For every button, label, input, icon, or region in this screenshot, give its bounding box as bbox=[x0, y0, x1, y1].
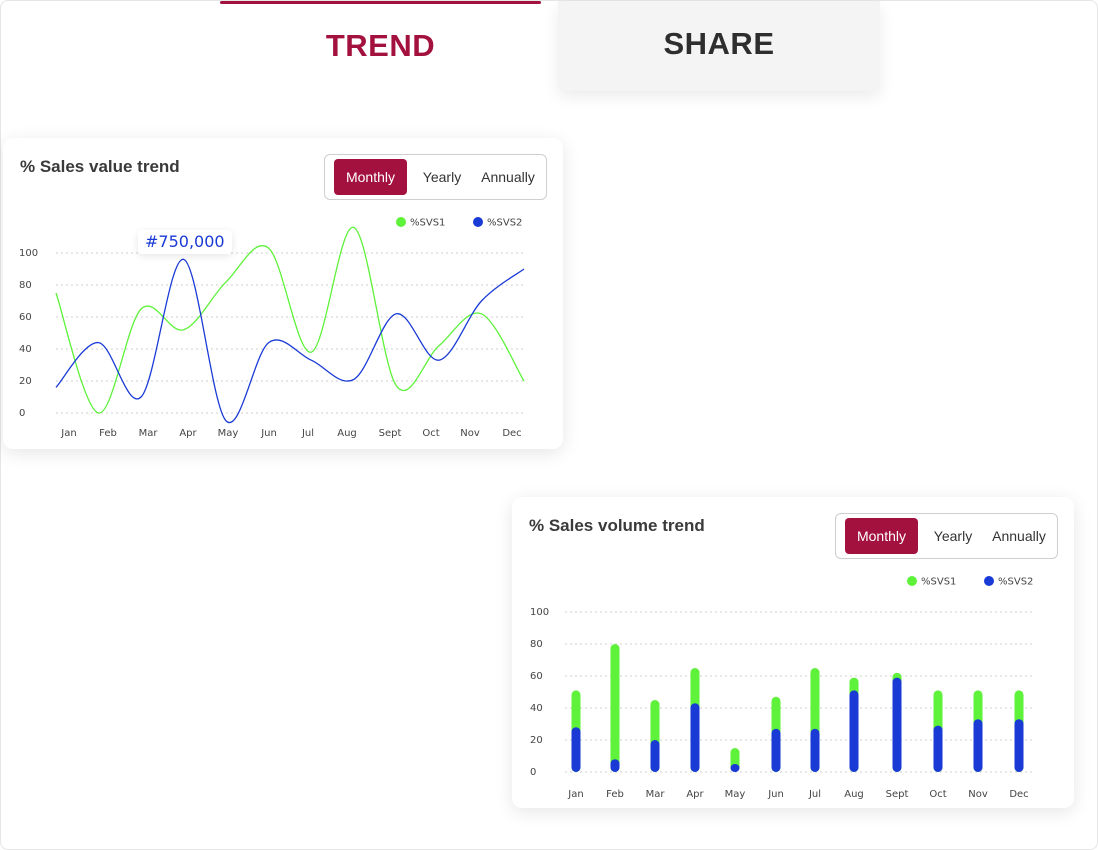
y-tick-label: 80 bbox=[530, 639, 543, 650]
x-tick-label: Sept bbox=[886, 789, 909, 800]
x-tick-label: Jun bbox=[767, 789, 784, 800]
y-tick-label: 80 bbox=[19, 280, 32, 291]
y-tick-label: 0 bbox=[530, 767, 536, 778]
bar-svs2 bbox=[973, 719, 983, 772]
x-tick-label: Jun bbox=[260, 428, 277, 439]
y-tick-label: 60 bbox=[19, 312, 32, 323]
period-toggle: Monthly Yearly Annually bbox=[835, 513, 1058, 559]
legend-label: %SVS1 bbox=[921, 577, 956, 588]
y-tick-label: 0 bbox=[19, 408, 25, 419]
bar-svs2 bbox=[571, 727, 581, 772]
bar-svs2 bbox=[650, 740, 660, 772]
y-tick-label: 20 bbox=[530, 735, 543, 746]
tab-trend[interactable]: TREND bbox=[220, 1, 541, 93]
series-line-svs2 bbox=[55, 258, 525, 424]
yearly-button[interactable]: Yearly bbox=[422, 169, 462, 185]
bar-svs2 bbox=[610, 759, 620, 772]
x-tick-label: Feb bbox=[99, 428, 117, 439]
y-tick-label: 40 bbox=[19, 344, 32, 355]
x-tick-label: Nov bbox=[460, 428, 480, 439]
y-tick-label: 20 bbox=[19, 376, 32, 387]
annually-button[interactable]: Annually bbox=[992, 528, 1046, 544]
x-tick-label: May bbox=[725, 789, 746, 800]
bar-svs2 bbox=[730, 764, 740, 772]
bar-svs2 bbox=[810, 728, 820, 772]
y-tick-label: 60 bbox=[530, 671, 543, 682]
sales-volume-title: % Sales volume trend bbox=[529, 516, 705, 535]
period-toggle: Monthly Yearly Annually bbox=[324, 154, 547, 200]
bar-svs2 bbox=[1014, 719, 1024, 772]
tab-share[interactable]: SHARE bbox=[558, 1, 880, 91]
legend-marker bbox=[473, 217, 483, 227]
x-tick-label: Sept bbox=[379, 428, 402, 439]
series-line-svs1 bbox=[55, 226, 525, 414]
monthly-button[interactable]: Monthly bbox=[334, 159, 407, 195]
x-tick-label: Jul bbox=[808, 789, 821, 800]
x-tick-label: Oct bbox=[929, 789, 946, 800]
x-tick-label: May bbox=[218, 428, 239, 439]
bar-svs2 bbox=[690, 703, 700, 772]
legend-marker bbox=[984, 576, 994, 586]
x-tick-label: Apr bbox=[179, 428, 197, 439]
x-tick-label: Jan bbox=[60, 428, 76, 439]
tab-trend-label: TREND bbox=[325, 28, 436, 63]
sales-volume-bar-chart: 0 20 40 60 80 100 Jan Feb Mar Apr May Jun Jul Aug Sept… bbox=[530, 576, 1033, 800]
legend-label: %SVS2 bbox=[998, 577, 1033, 588]
x-tick-label: Jul bbox=[301, 428, 314, 439]
sales-value-line-chart: 0 20 40 60 80 100 Jan Feb Mar Apr May Jun Jul Aug Sept… bbox=[19, 217, 525, 439]
x-tick-label: Mar bbox=[646, 789, 666, 800]
annually-button[interactable]: Annually bbox=[481, 169, 535, 185]
y-tick-label: 40 bbox=[530, 703, 543, 714]
x-tick-label: Jan bbox=[567, 789, 583, 800]
active-tab-indicator bbox=[220, 1, 541, 4]
x-tick-label: Dec bbox=[1009, 789, 1028, 800]
y-tick-label: 100 bbox=[19, 248, 38, 259]
y-tick-label: 100 bbox=[530, 607, 549, 618]
monthly-button[interactable]: Monthly bbox=[845, 518, 918, 554]
value-tooltip: #750,000 bbox=[138, 230, 232, 254]
bar-svs2 bbox=[892, 677, 902, 772]
x-tick-label: Feb bbox=[606, 789, 624, 800]
x-tick-label: Mar bbox=[139, 428, 159, 439]
x-tick-label: Aug bbox=[844, 789, 864, 800]
legend-marker bbox=[907, 576, 917, 586]
tab-share-label: SHARE bbox=[663, 26, 775, 61]
x-tick-label: Oct bbox=[422, 428, 439, 439]
sales-value-card: % Sales value trend Monthly Yearly Annua… bbox=[3, 138, 563, 449]
bar-svs2 bbox=[771, 728, 781, 772]
bar-svs2 bbox=[933, 725, 943, 772]
sales-volume-card: % Sales volume trend Monthly Yearly Annu… bbox=[512, 497, 1074, 808]
legend-marker bbox=[396, 217, 406, 227]
x-tick-label: Nov bbox=[968, 789, 988, 800]
legend-label: %SVS1 bbox=[410, 218, 445, 229]
x-tick-label: Aug bbox=[337, 428, 357, 439]
bar-svs1 bbox=[610, 644, 620, 772]
sales-value-title: % Sales value trend bbox=[20, 157, 180, 176]
x-tick-label: Dec bbox=[502, 428, 521, 439]
yearly-button[interactable]: Yearly bbox=[933, 528, 973, 544]
x-tick-label: Apr bbox=[686, 789, 704, 800]
bar-svs2 bbox=[849, 690, 859, 772]
legend-label: %SVS2 bbox=[487, 218, 522, 229]
